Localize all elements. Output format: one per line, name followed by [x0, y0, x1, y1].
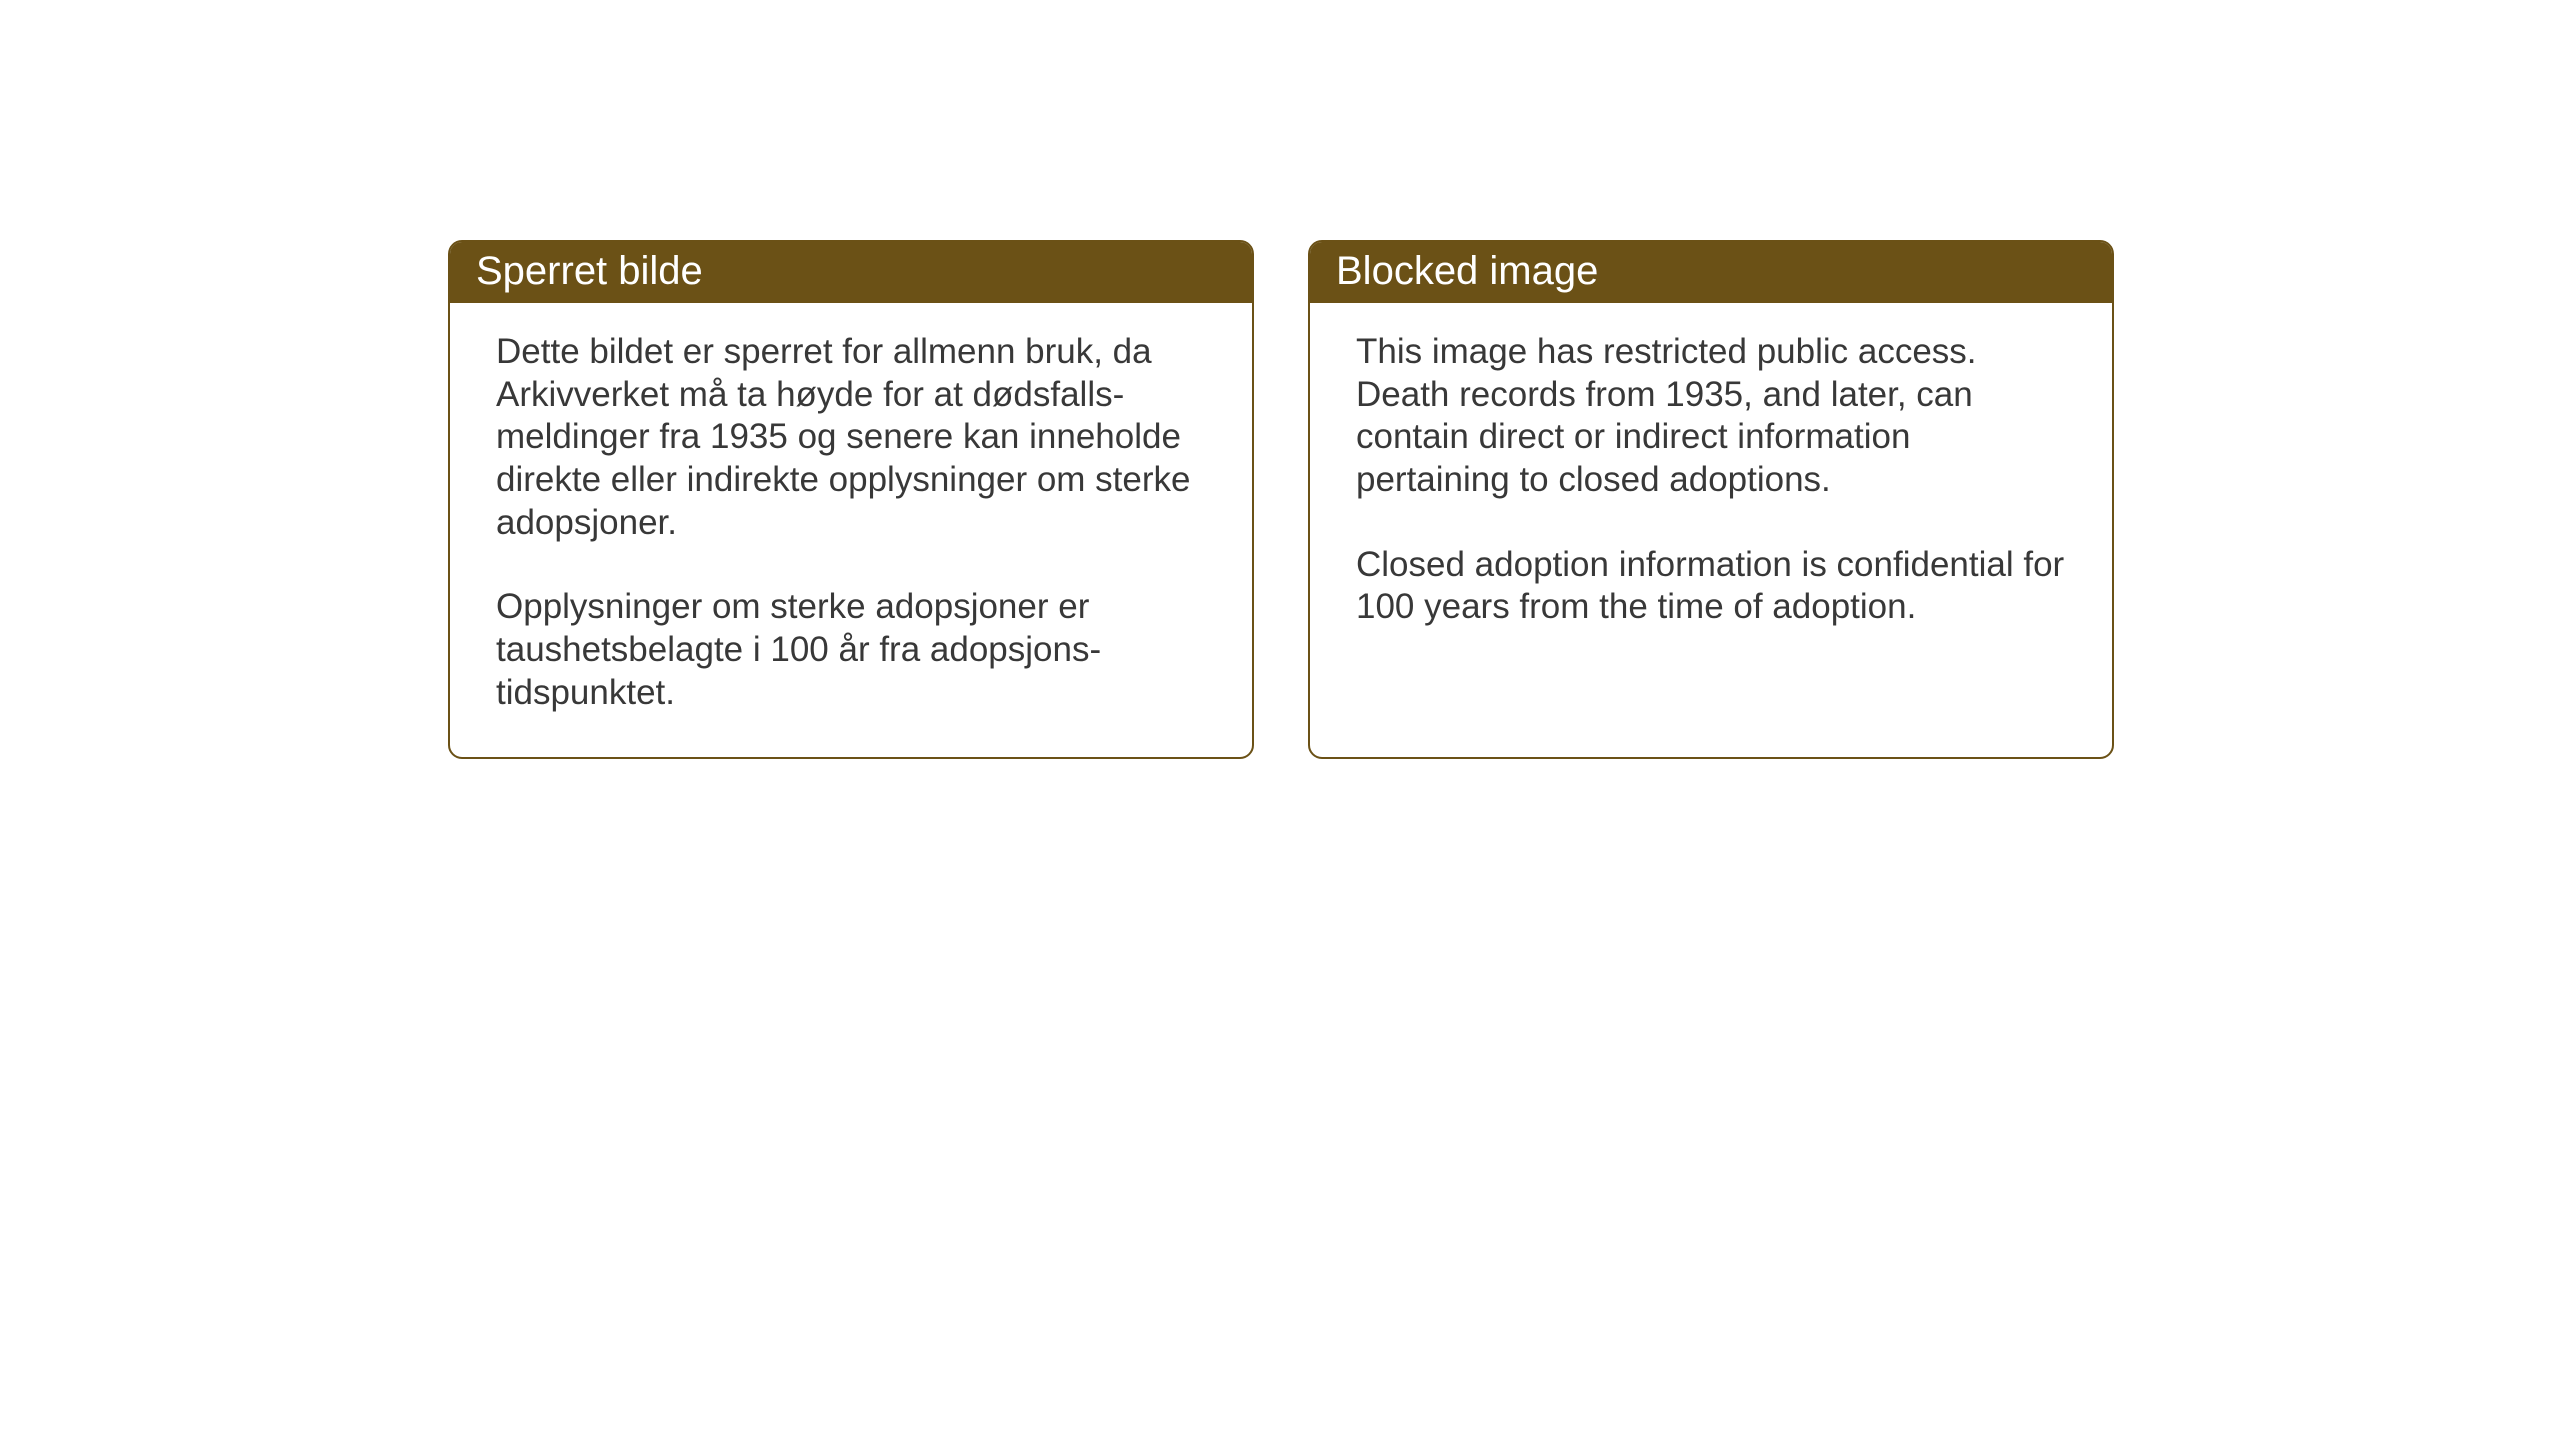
notice-card-norwegian: Sperret bilde Dette bildet er sperret fo… [448, 240, 1254, 759]
notice-body-norwegian: Dette bildet er sperret for allmenn bruk… [450, 303, 1252, 757]
notice-paragraph-1-english: This image has restricted public access.… [1356, 331, 2066, 502]
notice-paragraph-1-norwegian: Dette bildet er sperret for allmenn bruk… [496, 331, 1206, 544]
notice-title-english: Blocked image [1310, 242, 2112, 303]
notice-paragraph-2-norwegian: Opplysninger om sterke adopsjoner er tau… [496, 586, 1206, 714]
notice-body-english: This image has restricted public access.… [1310, 303, 2112, 671]
notice-title-norwegian: Sperret bilde [450, 242, 1252, 303]
notice-card-english: Blocked image This image has restricted … [1308, 240, 2114, 759]
notice-container: Sperret bilde Dette bildet er sperret fo… [448, 240, 2114, 759]
notice-paragraph-2-english: Closed adoption information is confident… [1356, 544, 2066, 629]
